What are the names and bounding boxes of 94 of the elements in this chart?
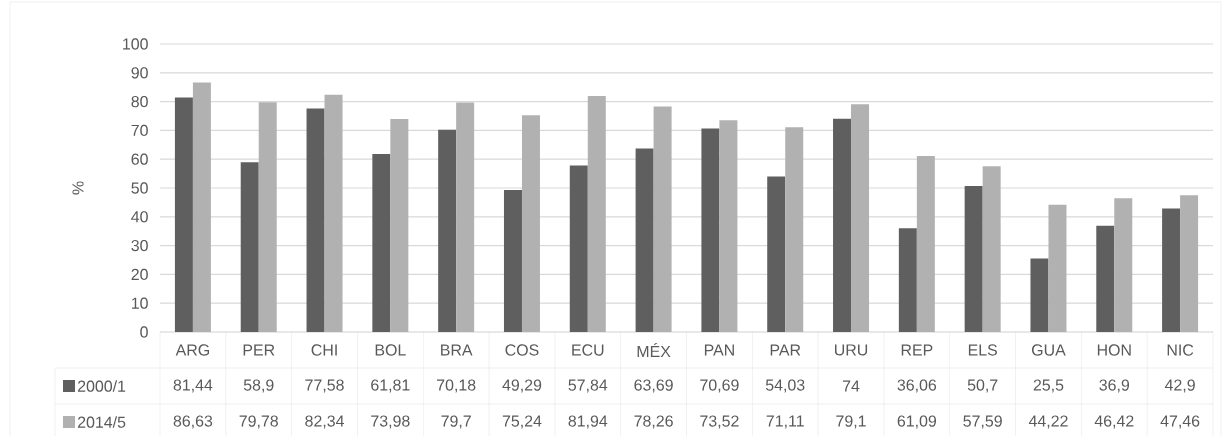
x-tick-label: PAN — [704, 344, 734, 356]
bar — [833, 118, 852, 332]
y-tick-label: 20 — [131, 268, 148, 280]
bar — [719, 120, 738, 332]
bar — [1180, 195, 1199, 332]
x-tick-label: PER — [243, 344, 275, 356]
y-tick-label: 10 — [131, 297, 148, 309]
y-tick-label: 80 — [131, 95, 148, 108]
x-tick-label: PAR — [770, 344, 801, 356]
y-axis-title: % — [72, 181, 84, 195]
x-tick-label: ELS — [968, 344, 997, 356]
data-label: 50,7 — [967, 379, 998, 393]
data-label: 36,9 — [1099, 379, 1130, 393]
data-label: 63,69 — [634, 379, 673, 393]
data-label: 75,24 — [502, 415, 542, 429]
data-label: 70,18 — [437, 379, 476, 393]
bar — [306, 108, 325, 332]
x-tick-label: COS — [505, 344, 539, 356]
y-tick-label: 40 — [131, 211, 148, 223]
bar — [240, 162, 259, 332]
data-label: 61,81 — [371, 379, 410, 393]
bar — [653, 106, 672, 332]
bar — [1162, 208, 1181, 332]
y-tick-label: 0 — [140, 326, 148, 338]
bar — [258, 102, 277, 332]
bar — [324, 94, 343, 332]
data-label: 46,42 — [1094, 415, 1134, 429]
bar — [503, 189, 522, 332]
data-label: 54,03 — [765, 379, 805, 393]
x-tick-label: NIC — [1167, 344, 1194, 356]
data-label: 71,11 — [766, 415, 804, 429]
data-label: 74 — [842, 380, 860, 392]
bar — [785, 127, 804, 332]
y-tick-label: 30 — [131, 239, 148, 252]
bar — [456, 102, 475, 332]
data-label: 58,9 — [243, 379, 274, 393]
bar — [521, 115, 540, 332]
y-tick-label: 70 — [131, 124, 148, 136]
bar — [174, 97, 193, 332]
x-tick-label: CHI — [311, 344, 337, 356]
bar — [438, 129, 457, 332]
bar — [1030, 258, 1049, 332]
bar — [372, 153, 391, 332]
bar — [982, 166, 1001, 332]
bar — [916, 155, 935, 332]
y-tick-label: 50 — [131, 182, 148, 194]
bar — [587, 95, 606, 332]
data-label: 73,98 — [371, 415, 410, 429]
x-tick-label: REP — [901, 344, 933, 356]
x-tick-label: BOL — [375, 344, 406, 356]
bar — [390, 118, 409, 332]
bar — [1048, 204, 1067, 332]
bar — [851, 104, 870, 332]
bar — [569, 165, 588, 332]
y-tick-label: 90 — [131, 67, 148, 79]
data-label: 86,63 — [173, 415, 213, 429]
data-label: 57,59 — [963, 415, 1002, 429]
data-label: 78,26 — [634, 415, 673, 429]
bar — [701, 128, 720, 332]
data-label: 36,06 — [897, 379, 937, 393]
bar — [192, 82, 211, 332]
data-label: 70,69 — [700, 379, 739, 393]
x-tick-label: GUA — [1032, 344, 1066, 356]
data-label: 79,1 — [836, 415, 866, 429]
data-label: 81,94 — [568, 415, 608, 429]
data-label: 77,58 — [305, 379, 344, 393]
x-tick-label: ARG — [175, 344, 209, 356]
y-tick-label: 60 — [131, 153, 148, 165]
y-tick-label: 100 — [123, 38, 148, 50]
bar — [898, 228, 917, 332]
x-tick-label: HON — [1097, 344, 1131, 356]
data-label: 44,22 — [1028, 415, 1068, 429]
x-tick-label: BRA — [441, 344, 473, 356]
legend-label: 2000/1 — [78, 380, 126, 392]
data-label: 42,9 — [1164, 379, 1195, 393]
x-tick-label: URU — [835, 344, 868, 356]
bar — [767, 176, 786, 332]
bar — [1096, 225, 1115, 332]
data-label: 79,7 — [441, 415, 471, 429]
data-label: 61,09 — [897, 415, 937, 429]
bar — [964, 185, 983, 332]
data-label: 47,46 — [1160, 415, 1200, 429]
data-label: 79,78 — [239, 415, 278, 429]
x-tick-label: ECU — [572, 344, 604, 356]
data-label: 82,34 — [305, 415, 344, 429]
data-label: 81,44 — [173, 379, 213, 393]
bar — [635, 148, 654, 332]
data-label: 57,84 — [568, 379, 608, 393]
data-label: 73,52 — [700, 415, 739, 429]
data-label: 49,29 — [502, 379, 542, 393]
x-tick-label: MÉX — [637, 342, 671, 357]
bar — [1114, 198, 1133, 332]
data-label: 25,5 — [1033, 379, 1064, 393]
legend-label: 2014/5 — [78, 416, 126, 428]
